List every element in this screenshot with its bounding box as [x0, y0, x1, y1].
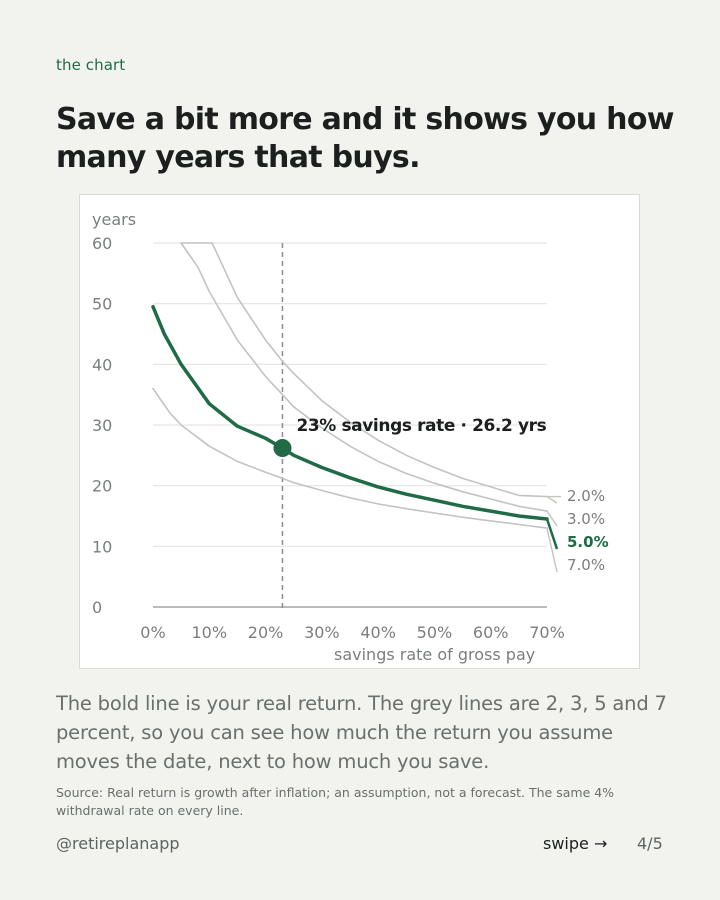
x-axis-label: savings rate of gross pay — [334, 645, 535, 664]
series-label: 2.0% — [567, 487, 605, 505]
y-tick-label: 50 — [92, 295, 112, 314]
series-label-connector — [546, 495, 558, 504]
y-tick-label: 40 — [92, 355, 112, 374]
series-label-connector — [545, 518, 559, 550]
series-line-2-0pct — [180, 242, 548, 498]
series-line-3-0pct — [180, 242, 548, 512]
chart-card: years savings rate of gross pay 0 10 20 30 4… — [79, 194, 640, 669]
series-label: 3.0% — [567, 510, 605, 528]
headline: Save a bit more and it shows you how man… — [56, 102, 674, 175]
x-tick-label: 20% — [248, 623, 284, 642]
series-label-connector — [546, 527, 558, 573]
x-tick-label: 60% — [473, 623, 509, 642]
line-chart: years savings rate of gross pay 0 10 20 30 4… — [92, 210, 609, 664]
kicker-label: the chart — [56, 56, 126, 74]
highlight-point — [273, 439, 292, 458]
body-text: The bold line is your real return. The g… — [56, 692, 667, 773]
y-tick-label: 30 — [92, 416, 112, 435]
x-tick-label: 50% — [417, 623, 453, 642]
x-tick-label: 30% — [304, 623, 340, 642]
x-tick-label: 10% — [192, 623, 228, 642]
series-label: 7.0% — [567, 556, 605, 574]
series-line-7-0pct — [152, 387, 548, 529]
x-tick-label: 40% — [360, 623, 396, 642]
page-indicator: 4/5 — [637, 834, 663, 853]
swipe-button[interactable]: swipe → — [543, 834, 608, 853]
series-line-5-0pct — [151, 304, 549, 521]
account-handle[interactable]: @retireplanapp — [56, 834, 180, 853]
y-tick-label: 10 — [92, 537, 112, 556]
source-note: Source: Real return is growth after infl… — [56, 785, 615, 818]
series-label-connector — [546, 510, 558, 527]
y-tick-label: 20 — [92, 477, 112, 496]
annotation-label: 23% savings rate · 26.2 yrs — [296, 416, 546, 436]
series-label: 5.0% — [567, 533, 609, 551]
y-axis-label: years — [92, 210, 136, 229]
x-tick-label: 0% — [140, 623, 165, 642]
x-tick-label: 70% — [529, 623, 565, 642]
y-tick-label: 0 — [92, 598, 102, 617]
y-tick-label: 60 — [92, 234, 112, 253]
